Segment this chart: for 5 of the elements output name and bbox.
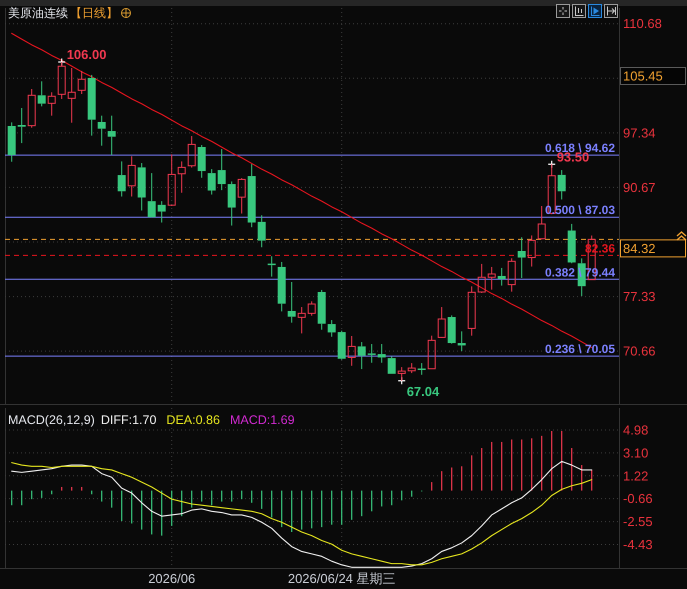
title: MACD(26,12,9) (8, 413, 95, 427)
subtitle: 【日线】 (70, 6, 118, 20)
annotation: MACD:1.69 (230, 413, 295, 427)
title: 美原油连续 (8, 6, 68, 20)
annotation: 105.45 (623, 68, 663, 84)
